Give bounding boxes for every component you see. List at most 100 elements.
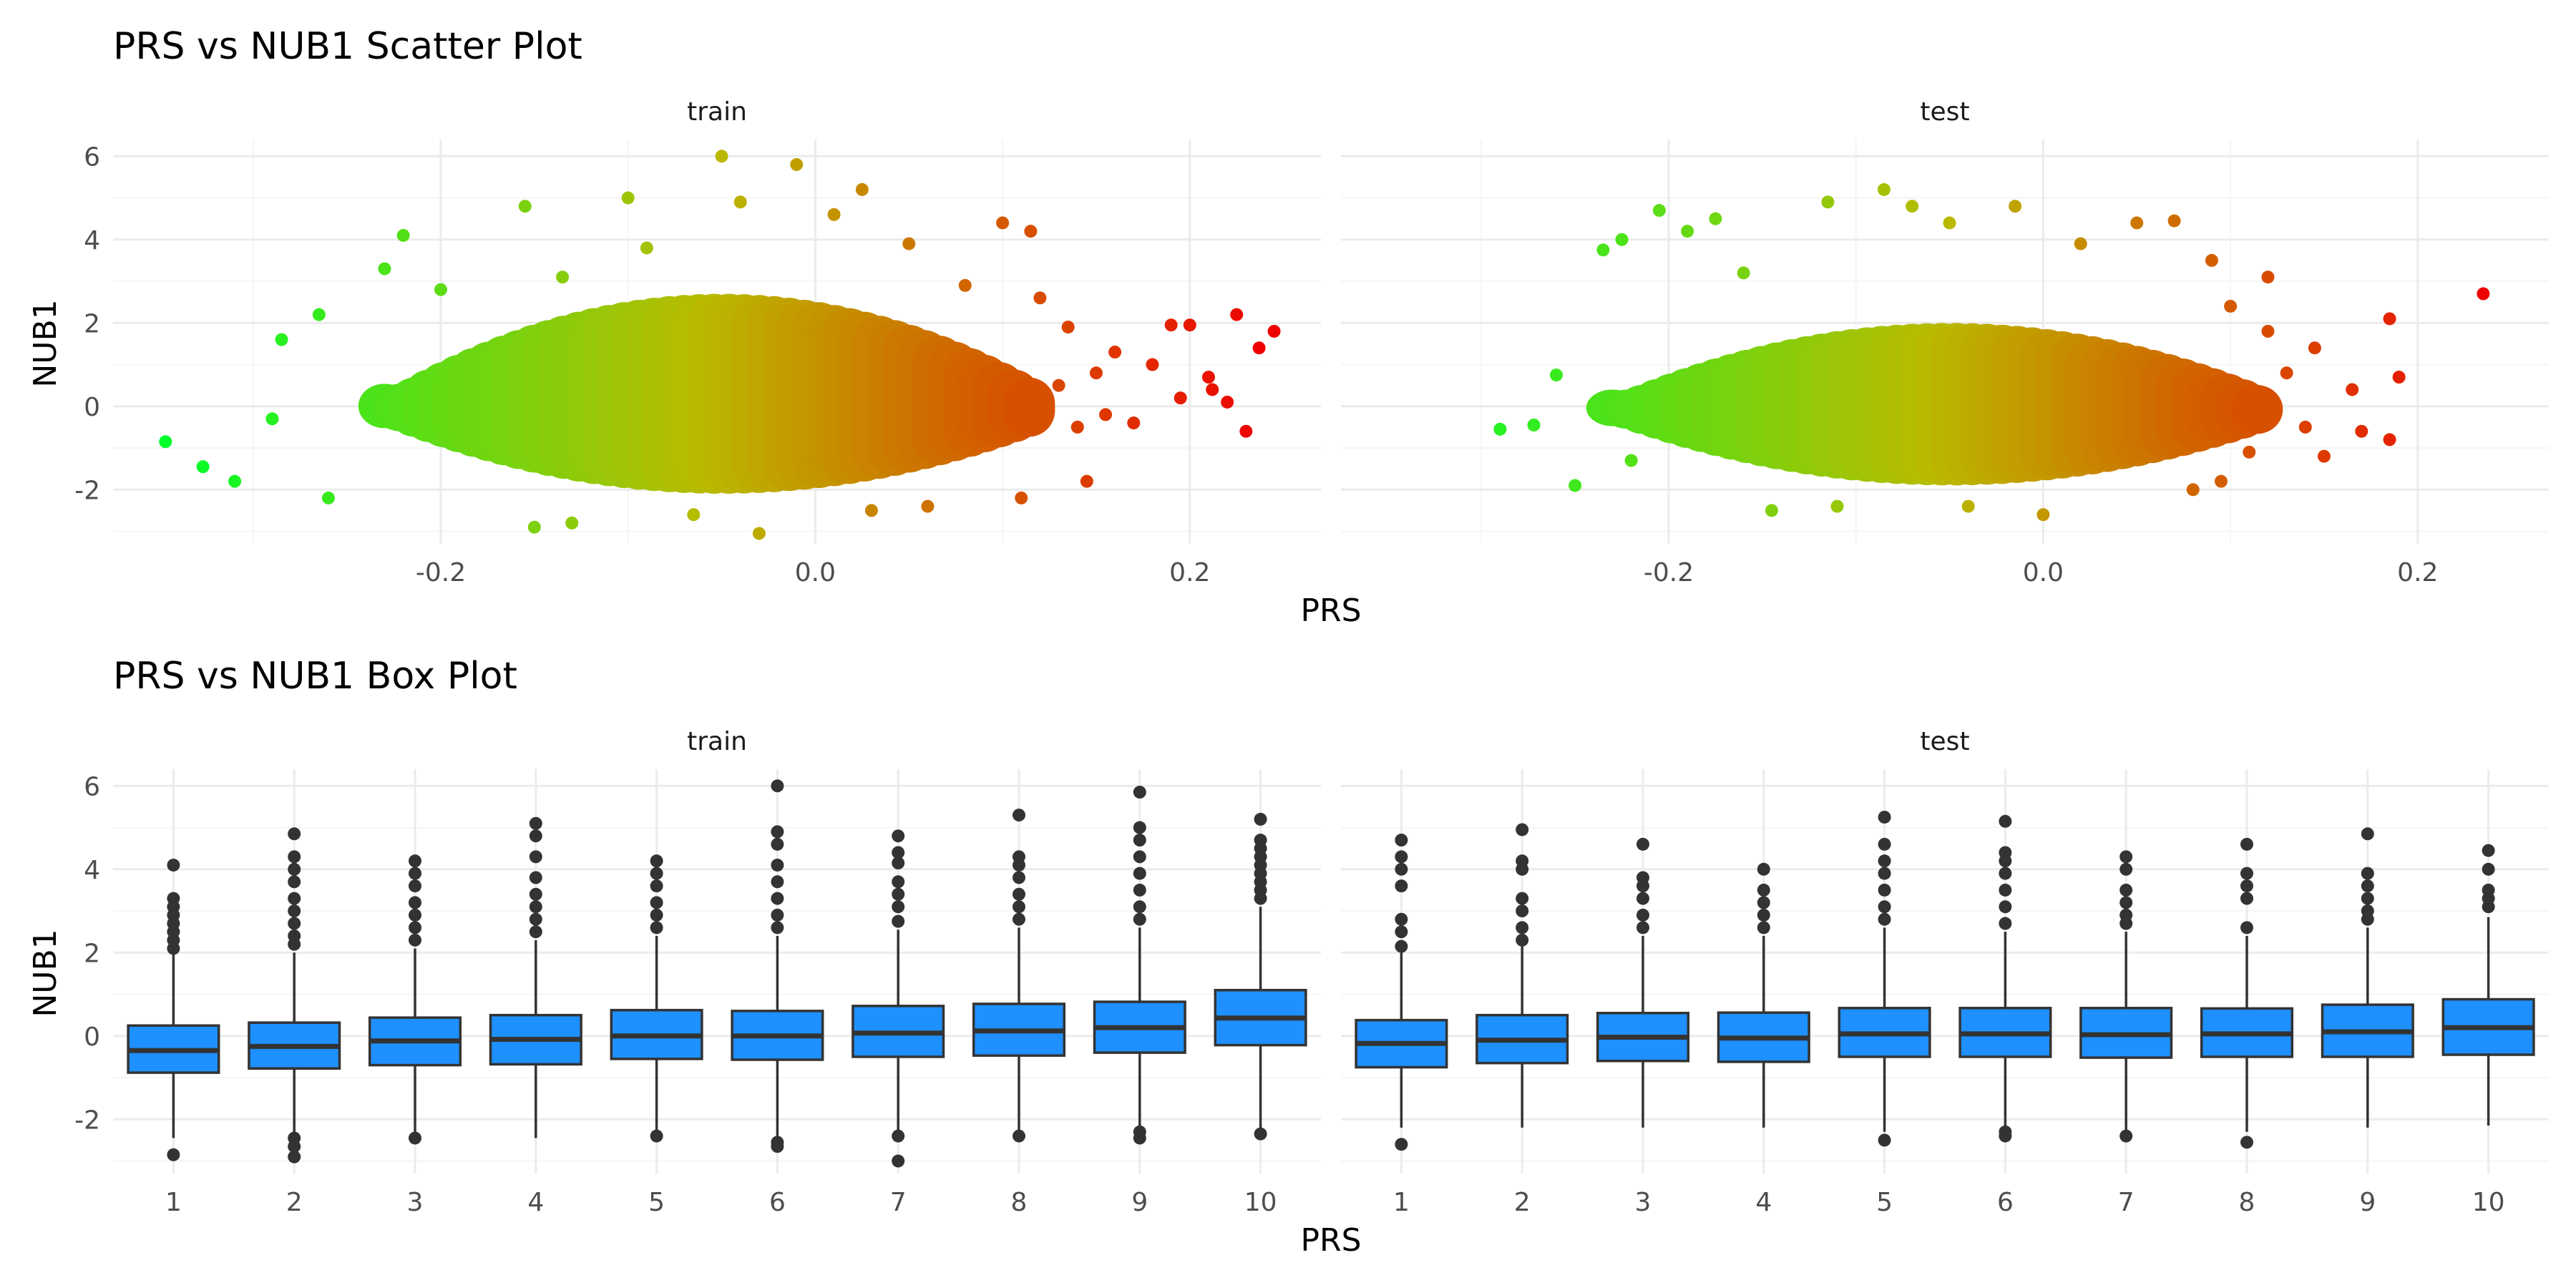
scatter-point: [1252, 341, 1266, 355]
boxplot-outlier: [1878, 883, 1891, 897]
scatter-point: [2261, 270, 2275, 284]
scatter-point: [2074, 237, 2087, 250]
boxplot-y-tick-label: 0: [84, 1023, 100, 1052]
scatter-point: [1493, 422, 1507, 436]
boxplot-outlier: [1254, 1127, 1267, 1141]
boxplot-outlier: [2119, 908, 2133, 922]
boxplot-outlier: [1133, 786, 1146, 799]
boxplot-outlier: [892, 857, 905, 870]
boxplot-title: PRS vs NUB1 Box Plot: [113, 655, 517, 698]
scatter-x-axis-title: PRS: [1300, 592, 1361, 629]
scatter-point: [2317, 449, 2331, 463]
boxplot-x-tick-label: 6: [769, 1188, 786, 1217]
boxplot-outlier: [1013, 809, 1025, 822]
scatter-point: [1183, 318, 1196, 332]
scatter-point: [1568, 479, 1582, 492]
scatter-point: [1099, 408, 1113, 421]
scatter-point: [2215, 474, 2228, 488]
boxplot-outlier: [892, 829, 905, 843]
scatter-point: [1737, 266, 1750, 280]
scatter-point: [1221, 395, 1234, 409]
boxplot-x-axis-title: PRS: [1300, 1222, 1361, 1259]
scatter-point: [2186, 483, 2200, 497]
boxplot-x-tick-label: 1: [1393, 1188, 1410, 1217]
scatter-point: [2308, 341, 2321, 355]
boxplot-outlier: [1133, 867, 1146, 880]
boxplot-outlier: [288, 862, 301, 876]
scatter-point: [2280, 366, 2293, 380]
boxplot-outlier: [409, 933, 421, 947]
scatter-point: [1089, 366, 1103, 380]
boxplot-outlier: [650, 879, 663, 893]
boxplot-outlier: [1516, 823, 1529, 836]
boxplot-box-5: [610, 854, 703, 1143]
scatter-point: [1709, 212, 1722, 225]
boxplot-outlier: [892, 900, 905, 914]
boxplot-outlier: [1757, 908, 1770, 922]
boxplot-outlier: [1133, 850, 1146, 864]
boxplot-outlier: [1013, 887, 1025, 901]
boxplot-outlier: [1516, 921, 1529, 935]
scatter-point: [1267, 324, 1281, 338]
boxplot-outlier: [288, 875, 301, 889]
boxplot-outlier: [2240, 1136, 2253, 1149]
boxplot-strip-train: train: [687, 727, 747, 756]
boxplot-box-1: [127, 858, 220, 1161]
scatter-point: [1230, 308, 1244, 321]
boxplot-outlier: [2361, 904, 2374, 918]
scatter-point: [715, 150, 728, 163]
boxplot-outlier: [1878, 854, 1891, 868]
boxplot-outlier: [1878, 1133, 1891, 1147]
scatter-point: [1624, 454, 1638, 467]
boxplot-outlier: [529, 912, 542, 926]
boxplot-outlier: [771, 858, 784, 872]
scatter-point: [827, 208, 841, 221]
scatter-point: [527, 520, 541, 534]
boxplot-outlier: [288, 1140, 301, 1153]
boxplot-outlier: [2240, 921, 2253, 935]
boxplot-x-tick-label: 2: [286, 1188, 303, 1217]
boxplot-outlier: [1013, 850, 1025, 864]
scatter-point: [2261, 324, 2275, 338]
scatter-point: [1765, 504, 1778, 517]
boxplot-outlier: [1013, 871, 1025, 884]
boxplot-outlier: [1757, 921, 1770, 935]
boxplot-outlier: [1999, 900, 2012, 914]
boxplot-outlier: [1254, 834, 1267, 847]
scatter-point: [2383, 433, 2396, 447]
boxplot-outlier: [1999, 846, 2012, 859]
boxplot-box-7: [2079, 850, 2173, 1143]
boxplot-outlier: [1133, 883, 1146, 897]
scatter-point: [1080, 474, 1093, 488]
boxplot-outlier: [409, 921, 421, 935]
scatter-point: [1615, 233, 1629, 246]
scatter-strip-train: train: [687, 97, 747, 127]
boxplot-outlier: [650, 854, 663, 868]
boxplot-outlier: [771, 825, 784, 839]
scatter-point: [1239, 424, 1253, 438]
boxplot-x-tick-label: 10: [2472, 1188, 2505, 1217]
boxplot-outlier: [2361, 879, 2374, 893]
boxplot-outlier: [167, 892, 180, 905]
scatter-point: [2383, 312, 2396, 326]
boxplot-outlier: [1878, 900, 1891, 914]
boxplot-outlier: [771, 892, 784, 905]
scatter-point: [275, 333, 288, 346]
boxplot-box-2: [248, 827, 341, 1163]
boxplot-outlier: [1636, 871, 1649, 884]
boxplot-outlier: [650, 908, 663, 922]
scatter-point: [2036, 508, 2050, 522]
boxplot-outlier: [2240, 892, 2253, 905]
boxplot-outlier: [1636, 837, 1649, 851]
boxplot-outlier: [1999, 883, 2012, 897]
boxplot-outlier: [650, 1129, 663, 1143]
boxplot-outlier: [1636, 892, 1649, 905]
boxplot-outlier: [1999, 917, 2012, 930]
boxplot-box-10: [1214, 812, 1307, 1141]
scatter-y-tick-label: 0: [84, 393, 100, 422]
boxplot-x-tick-label: 9: [1131, 1188, 1148, 1217]
scatter-point: [1821, 195, 1835, 209]
boxplot-outlier: [288, 904, 301, 918]
scatter-x-tick-label: -0.2: [1644, 558, 1694, 587]
scatter-x-tick-label: 0.2: [2397, 558, 2438, 587]
